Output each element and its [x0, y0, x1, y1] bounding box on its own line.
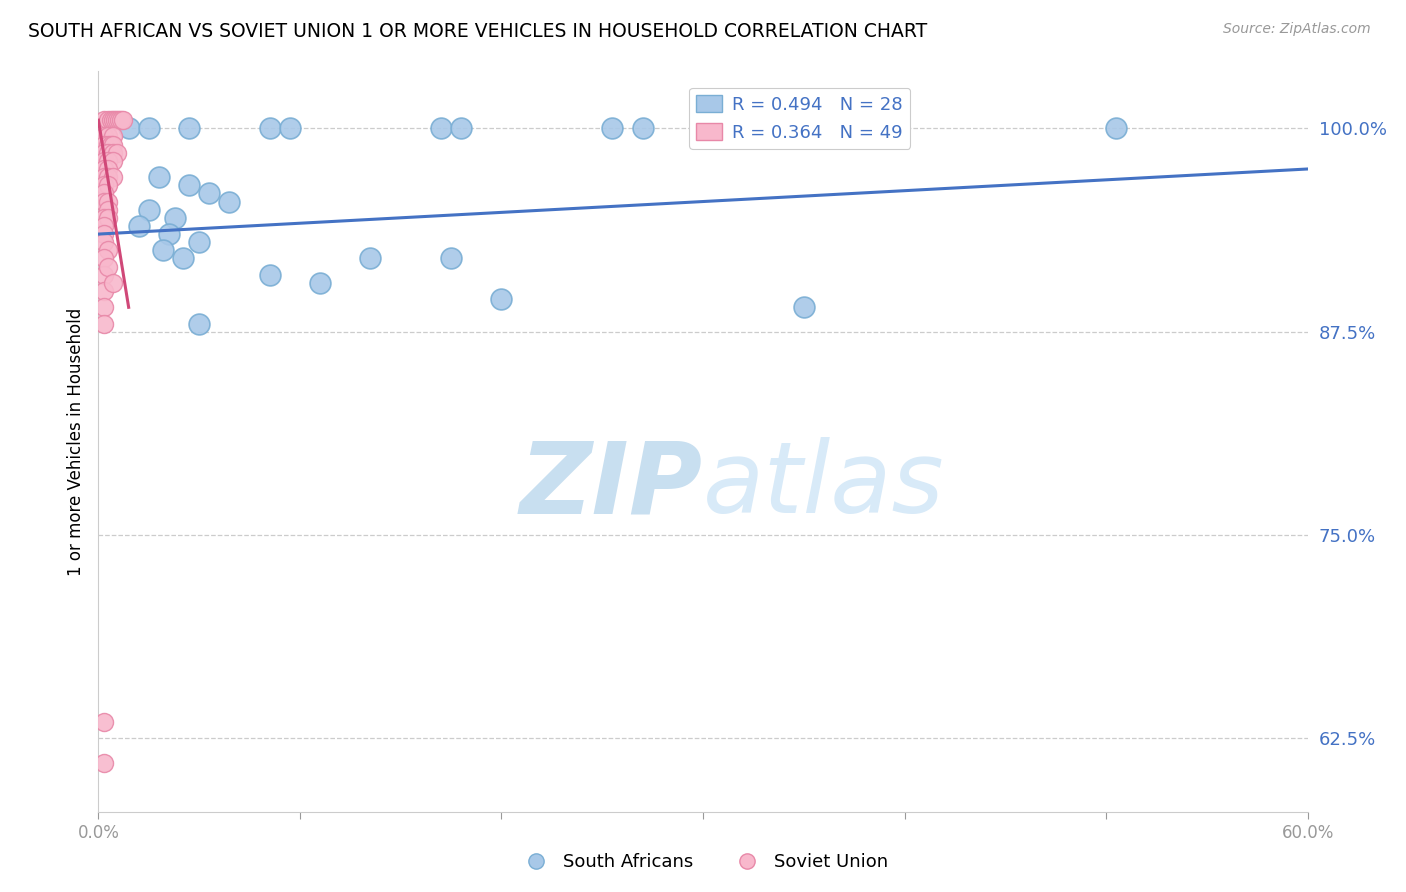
Point — [259, 121, 281, 136]
Point — [101, 145, 124, 160]
Point — [93, 317, 115, 331]
Point — [97, 178, 120, 193]
Point — [101, 276, 124, 290]
Point — [138, 202, 160, 217]
Point — [107, 113, 129, 128]
Point — [97, 137, 120, 152]
Point — [97, 129, 120, 144]
Point — [101, 137, 124, 152]
Point — [93, 219, 115, 233]
Point — [97, 145, 120, 160]
Point — [93, 301, 115, 315]
Point — [105, 113, 128, 128]
Point — [93, 170, 115, 185]
Text: SOUTH AFRICAN VS SOVIET UNION 1 OR MORE VEHICLES IN HOUSEHOLD CORRELATION CHART: SOUTH AFRICAN VS SOVIET UNION 1 OR MORE … — [28, 22, 928, 41]
Point — [118, 121, 141, 136]
Point — [93, 227, 115, 241]
Point — [93, 235, 115, 250]
Text: Source: ZipAtlas.com: Source: ZipAtlas.com — [1223, 22, 1371, 37]
Point — [128, 219, 150, 233]
Point — [101, 129, 124, 144]
Point — [111, 113, 134, 128]
Point — [440, 252, 463, 266]
Point — [602, 121, 624, 136]
Point — [157, 227, 180, 241]
Point — [97, 260, 120, 274]
Point — [101, 113, 124, 128]
Point — [188, 317, 211, 331]
Text: ZIP: ZIP — [520, 437, 703, 534]
Point — [93, 178, 115, 193]
Point — [93, 145, 115, 160]
Point — [793, 301, 815, 315]
Point — [93, 252, 115, 266]
Point — [97, 211, 120, 225]
Point — [278, 121, 301, 136]
Point — [101, 153, 124, 168]
Point — [103, 113, 125, 128]
Point — [631, 121, 654, 136]
Text: atlas: atlas — [703, 437, 945, 534]
Y-axis label: 1 or more Vehicles in Household: 1 or more Vehicles in Household — [66, 308, 84, 575]
Point — [450, 121, 472, 136]
Point — [97, 113, 120, 128]
Point — [93, 161, 115, 176]
Point — [97, 153, 120, 168]
Point — [93, 211, 115, 225]
Point — [1105, 121, 1128, 136]
Point — [152, 244, 174, 258]
Point — [148, 170, 170, 185]
Point — [163, 211, 186, 225]
Point — [179, 178, 201, 193]
Point — [105, 145, 128, 160]
Point — [100, 137, 122, 152]
Point — [93, 715, 115, 730]
Point — [93, 113, 115, 128]
Point — [309, 276, 332, 290]
Point — [218, 194, 240, 209]
Point — [97, 202, 120, 217]
Point — [259, 268, 281, 282]
Point — [188, 235, 211, 250]
Point — [138, 121, 160, 136]
Point — [97, 170, 120, 185]
Point — [93, 284, 115, 298]
Point — [93, 153, 115, 168]
Point — [93, 137, 115, 152]
Point — [93, 756, 115, 770]
Point — [491, 292, 513, 306]
Point — [430, 121, 453, 136]
Legend: South Africans, Soviet Union: South Africans, Soviet Union — [510, 847, 896, 879]
Point — [100, 113, 122, 128]
Point — [110, 113, 132, 128]
Point — [97, 161, 120, 176]
Point — [93, 194, 115, 209]
Legend: R = 0.494   N = 28, R = 0.364   N = 49: R = 0.494 N = 28, R = 0.364 N = 49 — [689, 87, 910, 149]
Point — [179, 121, 201, 136]
Point — [360, 252, 382, 266]
Point — [172, 252, 194, 266]
Point — [198, 186, 221, 201]
Point — [93, 186, 115, 201]
Point — [93, 129, 115, 144]
Point — [93, 268, 115, 282]
Point — [97, 194, 120, 209]
Point — [97, 244, 120, 258]
Point — [101, 170, 124, 185]
